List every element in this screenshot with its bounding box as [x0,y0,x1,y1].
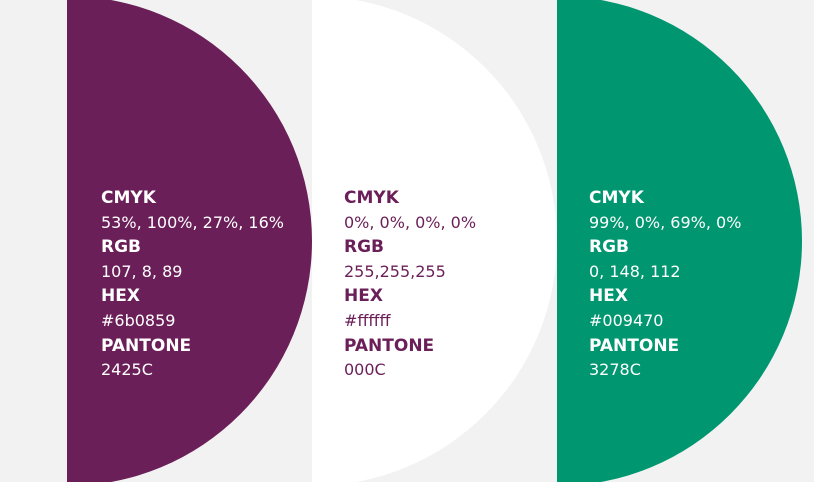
pantone-label: PANTONE [344,335,435,356]
rgb-value: 107, 8, 89 [101,261,183,281]
rgb-label: RGB [589,237,630,258]
rgb-value: 0, 148, 112 [589,261,681,281]
cmyk-label: CMYK [344,188,399,208]
pantone-value: 3278C [589,360,641,380]
pantone-label: PANTONE [589,335,680,356]
hex-label: HEX [344,286,383,307]
cmyk-label: CMYK [101,188,156,208]
cmyk-value: 99%, 0%, 69%, 0% [589,212,742,232]
pantone-label: PANTONE [101,335,192,356]
cmyk-value: 53%, 100%, 27%, 16% [101,212,284,232]
cmyk-label: CMYK [589,188,644,208]
hex-value: #ffffff [344,310,391,330]
green-color-spec: CMYK 99%, 0%, 69%, 0% RGB 0, 148, 112 HE… [589,186,741,383]
hex-value: #009470 [589,310,664,330]
hex-label: HEX [589,286,628,307]
rgb-value: 255,255,255 [344,261,446,281]
hex-value: #6b0859 [101,310,176,330]
rgb-label: RGB [344,237,385,258]
rgb-label: RGB [101,237,142,258]
purple-color-spec: CMYK 53%, 100%, 27%, 16% RGB 107, 8, 89 … [101,186,284,383]
cmyk-value: 0%, 0%, 0%, 0% [344,212,477,232]
pantone-value: 000C [344,360,386,380]
white-color-spec: CMYK 0%, 0%, 0%, 0% RGB 255,255,255 HEX … [344,186,476,383]
hex-label: HEX [101,286,140,307]
pantone-value: 2425C [101,360,153,380]
